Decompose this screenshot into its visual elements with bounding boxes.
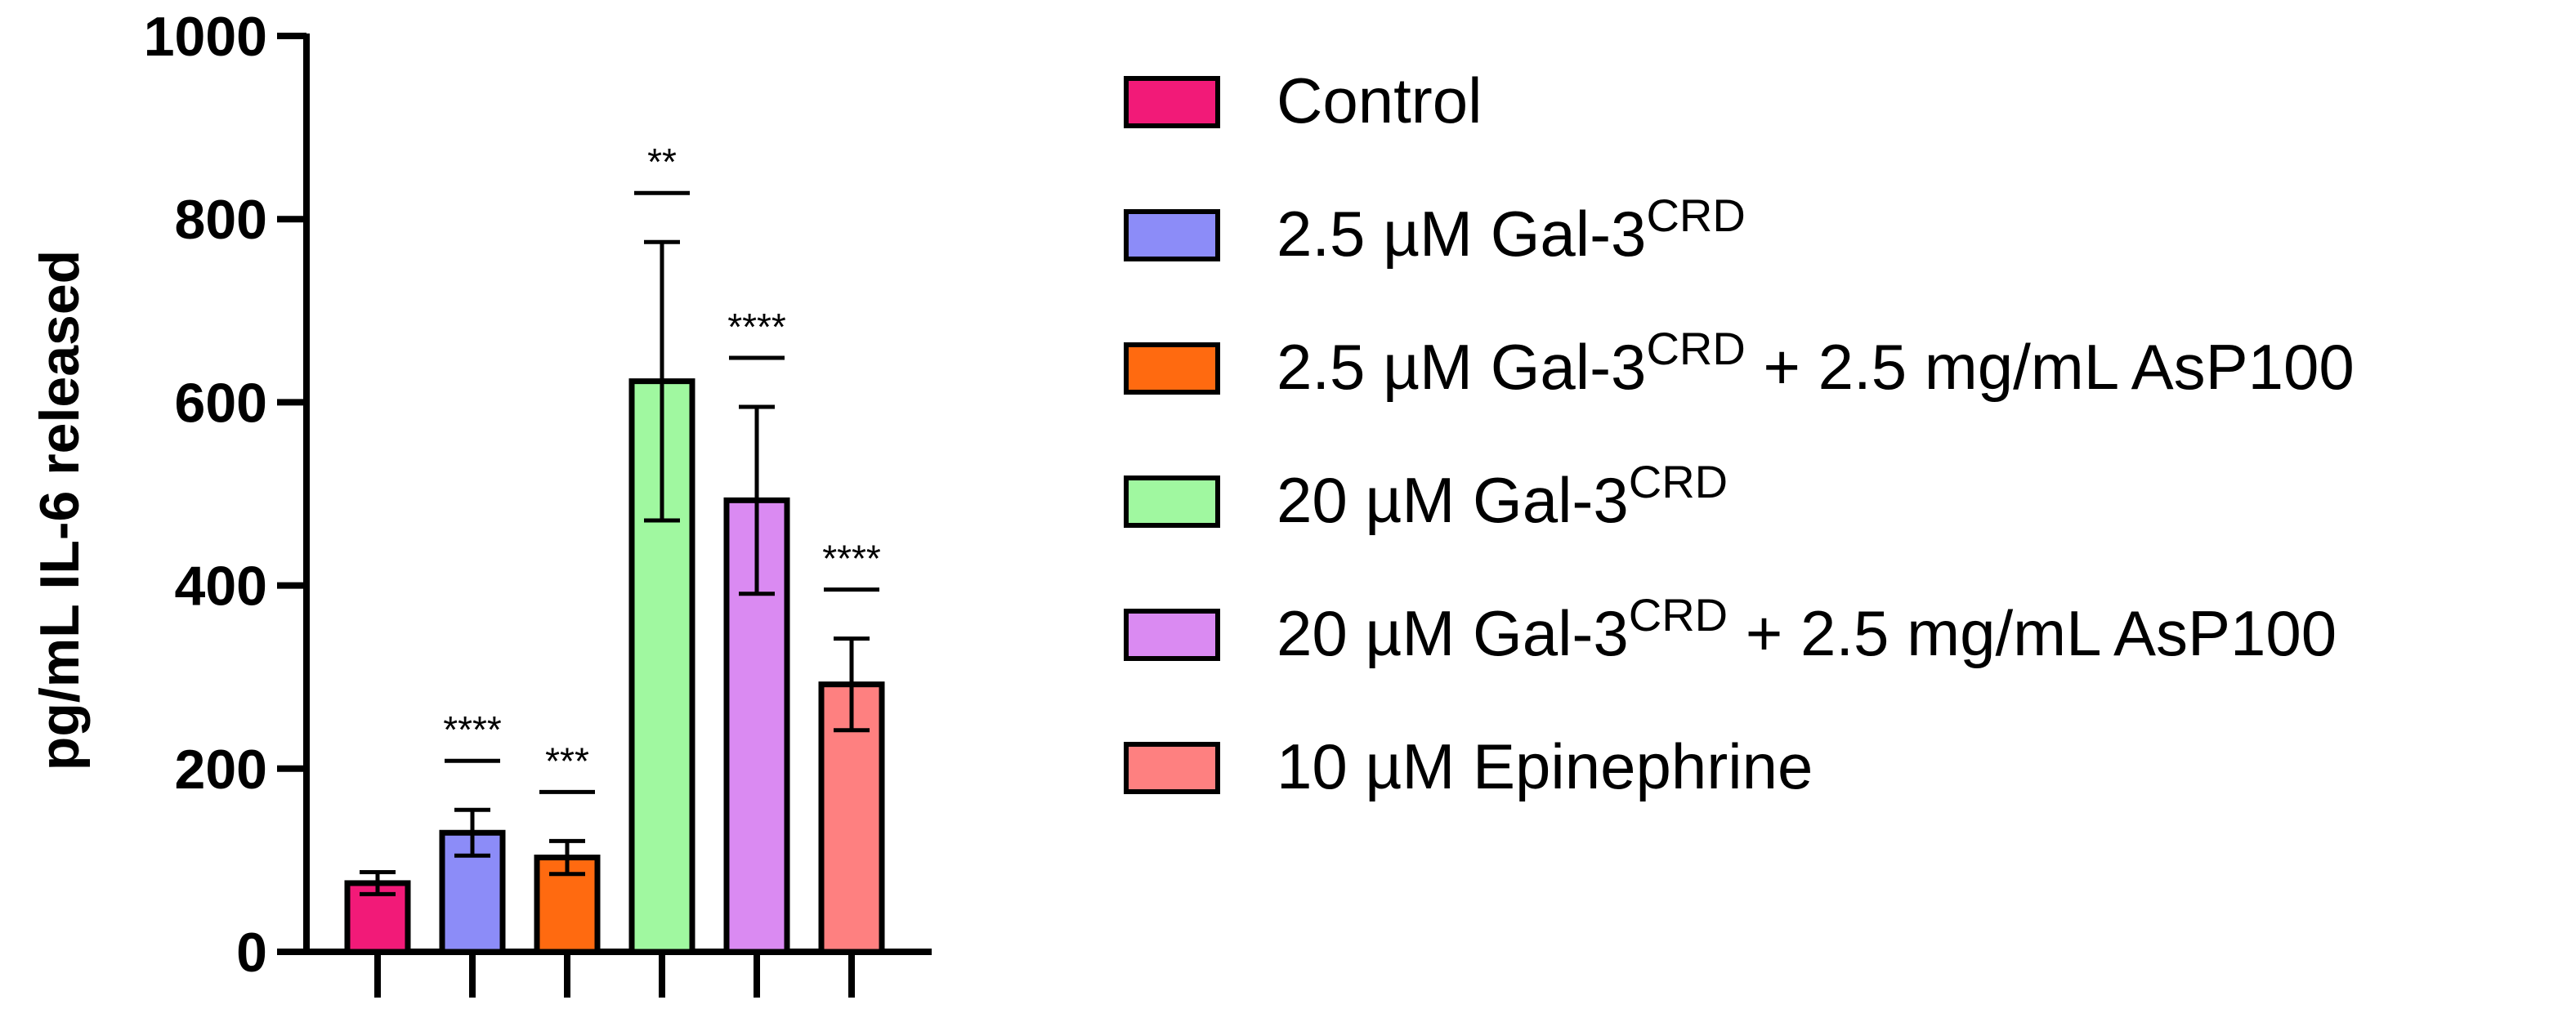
legend-label: 20 µM Gal-3CRD [1277,456,1728,536]
legend-swatch [1124,609,1220,661]
legend-label: 2.5 µM Gal-3CRD + 2.5 mg/mL AsP100 [1277,323,2355,403]
y-tick-label: 400 [175,556,267,618]
significance-label: ** [647,141,677,183]
legend-swatch [1124,742,1220,794]
legend-label: 10 µM Epinephrine [1277,730,1813,802]
y-tick-label: 800 [175,189,267,251]
y-tick-label: 200 [175,739,267,801]
y-tick-label: 0 [236,922,267,984]
significance-label: **** [443,708,502,751]
legend-label: 2.5 µM Gal-3CRD [1277,190,1746,270]
significance-label: *** [545,739,589,782]
legend-swatch [1124,476,1220,528]
y-tick-label: 1000 [144,6,267,68]
legend-swatch [1124,209,1220,261]
legend-swatch [1124,76,1220,128]
significance-label: **** [822,538,881,580]
y-tick-label: 600 [175,372,267,434]
significance-label: **** [727,306,786,348]
legend-swatch [1124,342,1220,395]
legend-label: Control [1277,65,1482,136]
y-axis-title: pg/mL IL-6 released [29,250,91,770]
legend-label: 20 µM Gal-3CRD + 2.5 mg/mL AsP100 [1277,589,2337,669]
